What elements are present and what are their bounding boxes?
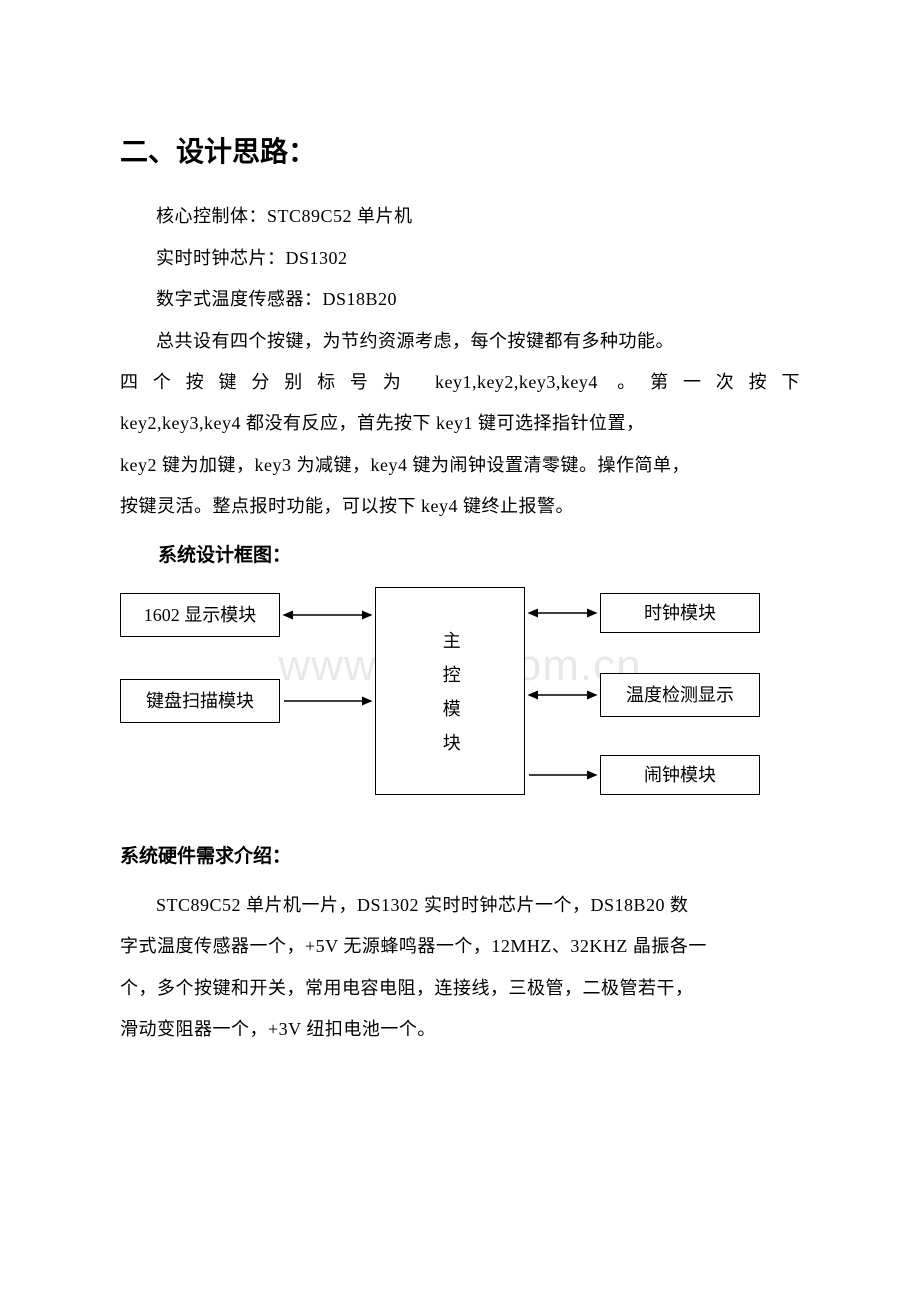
body-line-3: 数字式温度传感器：DS18B20 bbox=[120, 279, 800, 320]
body-line-5: 四个按键分别标号为 key1,key2,key3,key4 。第一次按下 bbox=[120, 362, 800, 403]
diagram-node-right-top: 时钟模块 bbox=[600, 593, 760, 633]
body-line-2: 实时时钟芯片：DS1302 bbox=[120, 238, 800, 279]
body-line-6: key2,key3,key4 都没有反应，首先按下 key1 键可选择指针位置， bbox=[120, 403, 800, 444]
diagram-node-right-mid: 温度检测显示 bbox=[600, 673, 760, 717]
hw-line-2: 字式温度传感器一个，+5V 无源蜂鸣器一个，12MHZ、32KHZ 晶振各一 bbox=[120, 926, 800, 967]
hw-line-3: 个，多个按键和开关，常用电容电阻，连接线，三极管，二极管若干， bbox=[120, 968, 800, 1009]
body-line-4: 总共设有四个按键，为节约资源考虑，每个按键都有多种功能。 bbox=[120, 321, 800, 362]
diagram-node-left-bottom: 键盘扫描模块 bbox=[120, 679, 280, 723]
hardware-heading: 系统硬件需求介绍： bbox=[120, 835, 800, 879]
diagram-node-center: 主控模块 bbox=[375, 587, 525, 795]
diagram-node-right-bottom: 闹钟模块 bbox=[600, 755, 760, 795]
diagram-node-left-top: 1602 显示模块 bbox=[120, 593, 280, 637]
body-line-8: 按键灵活。整点报时功能，可以按下 key4 键终止报警。 bbox=[120, 486, 800, 527]
system-block-diagram: 主控模块 1602 显示模块 键盘扫描模块 时钟模块 温度检测显示 闹钟模块 bbox=[120, 587, 780, 807]
body-line-7: key2 键为加键，key3 为减键，key4 键为闹钟设置清零键。操作简单， bbox=[120, 445, 800, 486]
hw-line-1: STC89C52 单片机一片，DS1302 实时时钟芯片一个，DS18B20 数 bbox=[120, 885, 800, 926]
diagram-heading: 系统设计框图： bbox=[120, 534, 800, 578]
section-heading: 二、设计思路： bbox=[120, 120, 800, 184]
body-line-1: 核心控制体：STC89C52 单片机 bbox=[120, 196, 800, 237]
hw-line-4: 滑动变阻器一个，+3V 纽扣电池一个。 bbox=[120, 1009, 800, 1050]
